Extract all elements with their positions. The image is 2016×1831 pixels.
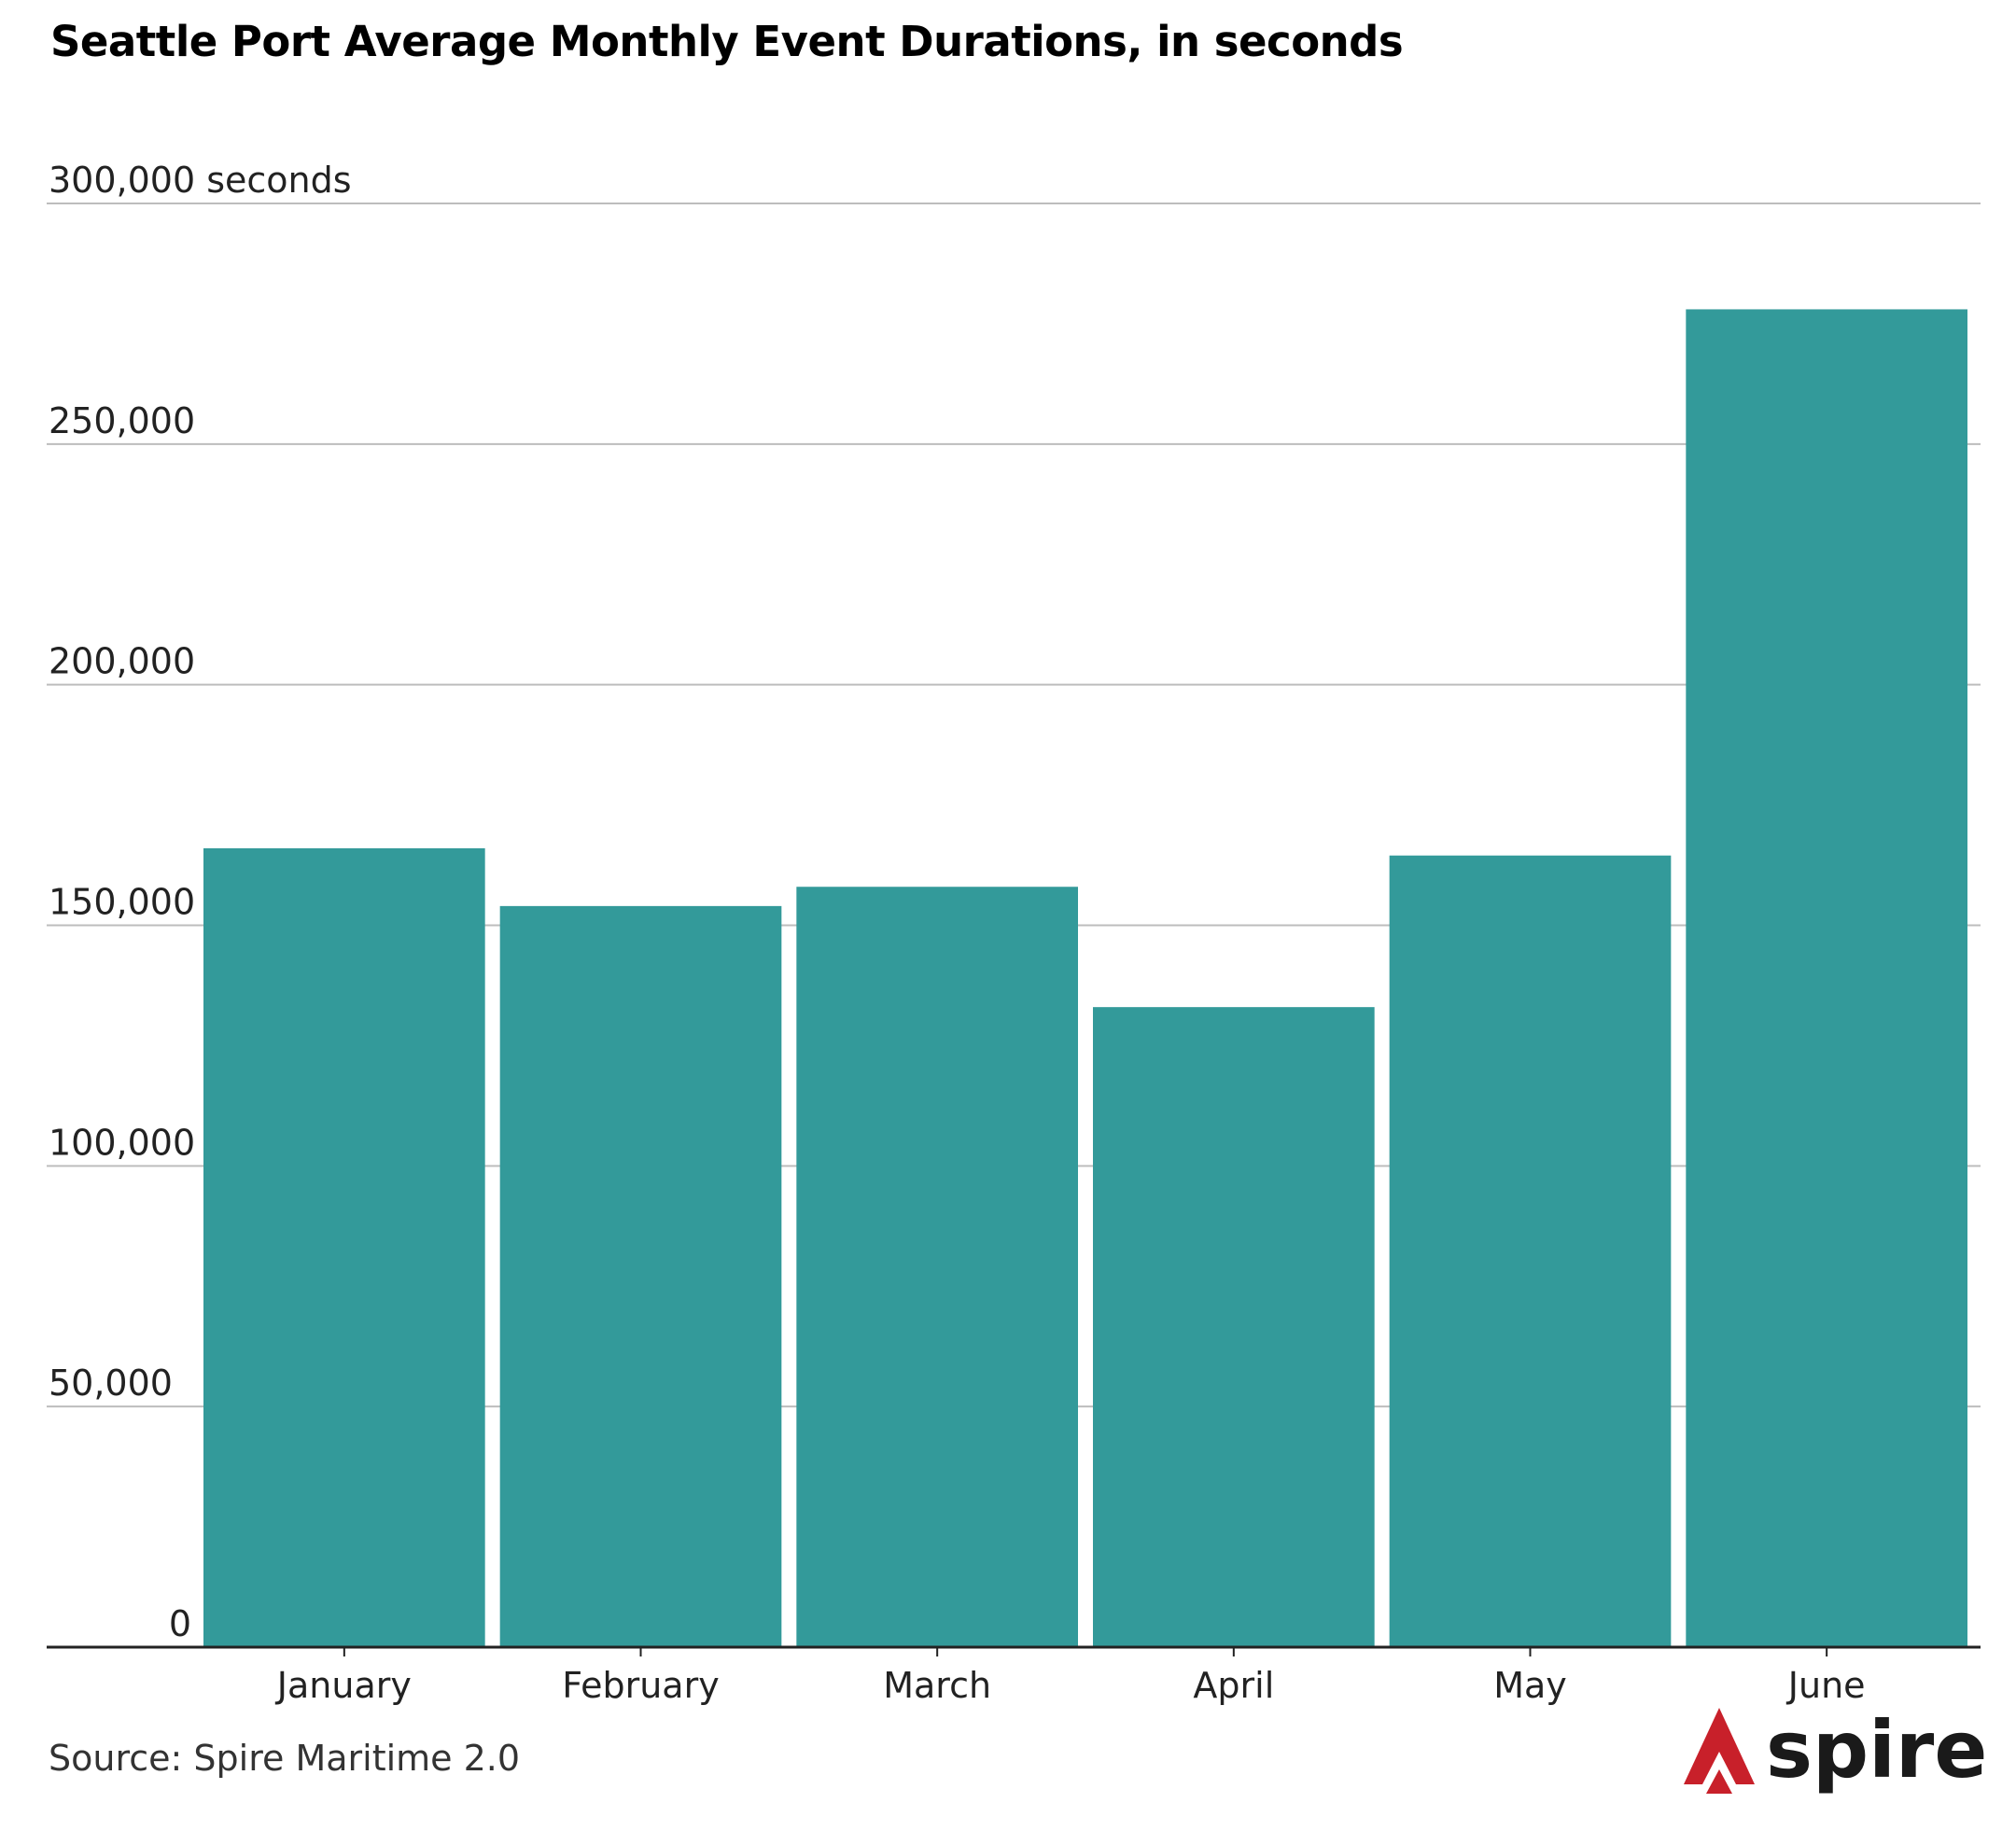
bar-january — [203, 847, 485, 1647]
y-tick-label: 200,000 — [49, 641, 195, 682]
bar-may — [1389, 855, 1672, 1647]
x-tick-label: May — [1493, 1665, 1567, 1706]
x-tick-label: January — [275, 1665, 412, 1706]
brand-name: spire — [1766, 1704, 1987, 1796]
spire-logo-icon — [1684, 1708, 1755, 1794]
bar-june — [1686, 309, 1967, 1647]
chart-title: Seattle Port Average Monthly Event Durat… — [50, 17, 1404, 66]
y-tick-label: 300,000 seconds — [49, 160, 352, 201]
spire-logo: spire — [1684, 1704, 1987, 1796]
x-tick-labels: January February March April May June — [275, 1647, 1866, 1706]
x-tick-label: June — [1786, 1665, 1866, 1706]
bar-april — [1093, 1007, 1375, 1647]
x-tick-label: February — [562, 1665, 719, 1706]
y-tick-labels: 0 50,000 100,000 150,000 200,000 250,000 300,0… — [49, 160, 352, 1644]
y-tick-label: 100,000 — [49, 1122, 195, 1163]
bars — [203, 309, 1967, 1647]
y-tick-label: 50,000 — [49, 1363, 173, 1404]
y-tick-label: 0 — [169, 1603, 191, 1644]
y-tick-label: 150,000 — [49, 882, 195, 923]
x-tick-label: April — [1193, 1665, 1274, 1706]
source-note: Source: Spire Maritime 2.0 — [49, 1738, 521, 1779]
bar-february — [499, 905, 782, 1647]
x-tick-label: March — [883, 1665, 991, 1706]
bar-march — [796, 887, 1078, 1647]
y-tick-label: 250,000 — [49, 400, 195, 441]
